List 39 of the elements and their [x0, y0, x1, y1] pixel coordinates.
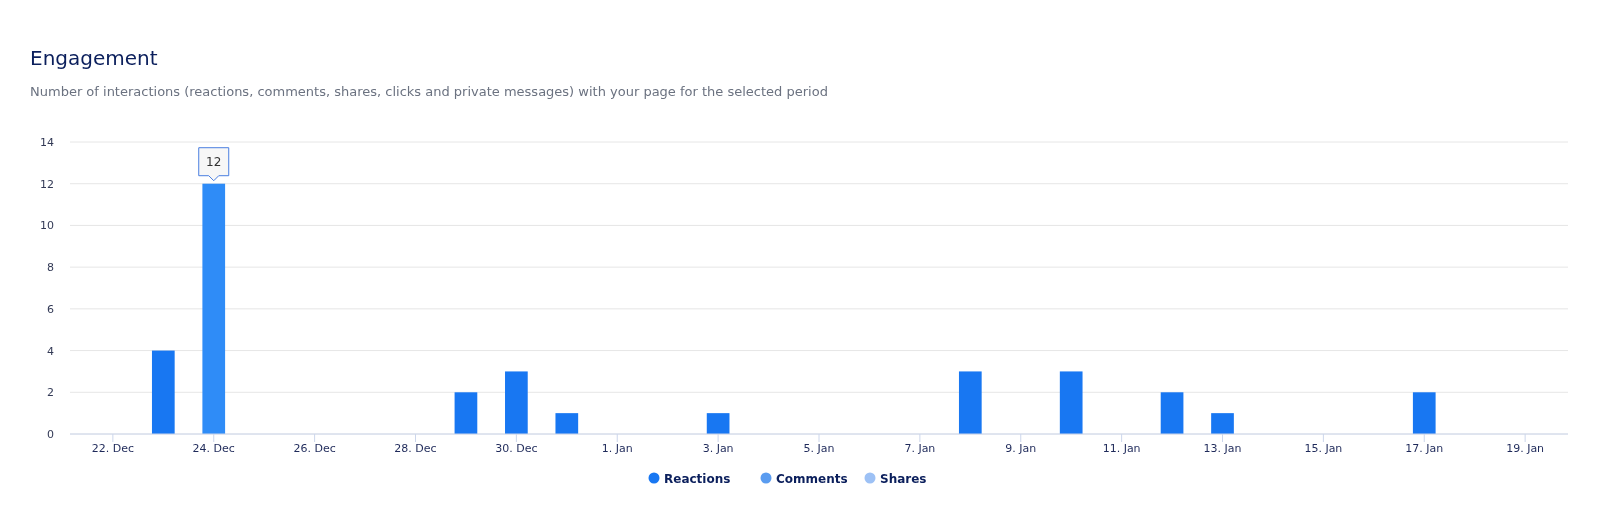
chart-subtitle: Number of interactions (reactions, comments, shares, clicks and private messages) with your page for the selected period: [30, 84, 828, 99]
y-tick-label: 14: [40, 136, 54, 149]
bar: [958, 371, 982, 434]
y-tick-label: 0: [47, 428, 54, 441]
bar: [505, 371, 528, 434]
y-tick-label: 2: [47, 386, 54, 400]
x-tick-label: 24. Dec: [192, 442, 235, 455]
x-tick-label: 13. Jan: [1203, 442, 1242, 455]
x-tick-label: 28. Dec: [394, 442, 437, 455]
y-tick-label: 4: [47, 344, 54, 358]
x-tick-label: 5. Jan: [803, 442, 835, 455]
x-tick-label: 17. Jan: [1405, 442, 1444, 455]
bar: [1211, 413, 1234, 434]
x-tick-label: 15. Jan: [1304, 442, 1343, 455]
y-tick-label: 8: [47, 261, 54, 275]
x-tick-label: 26. Dec: [293, 442, 336, 455]
y-tick-label: 10: [40, 219, 54, 233]
bar: [454, 392, 478, 434]
legend-label: Shares: [880, 471, 927, 486]
annotation: 12: [206, 154, 222, 169]
y-tick-label: 6: [47, 302, 54, 316]
x-tick-label: 3. Jan: [702, 442, 734, 455]
x-tick-label: 30. Dec: [495, 442, 538, 455]
bar: [555, 413, 579, 434]
bar: [1412, 392, 1436, 434]
bar: [1059, 371, 1083, 434]
y-tick-label: 12: [40, 177, 54, 191]
legend-label: Reactions: [664, 471, 731, 486]
x-tick-label: 11. Jan: [1102, 442, 1141, 455]
bar: [1160, 392, 1184, 434]
x-tick-label: 22. Dec: [91, 442, 135, 455]
x-tick-label: 1. Jan: [601, 442, 633, 455]
bar: [151, 350, 175, 434]
bar: [706, 413, 730, 434]
legend-label: Comments: [776, 471, 848, 486]
chart-title: Engagement: [30, 46, 158, 70]
x-tick-label: 19. Jan: [1506, 442, 1545, 455]
x-tick-label: 7. Jan: [904, 442, 936, 455]
x-tick-label: 9. Jan: [1005, 442, 1037, 455]
